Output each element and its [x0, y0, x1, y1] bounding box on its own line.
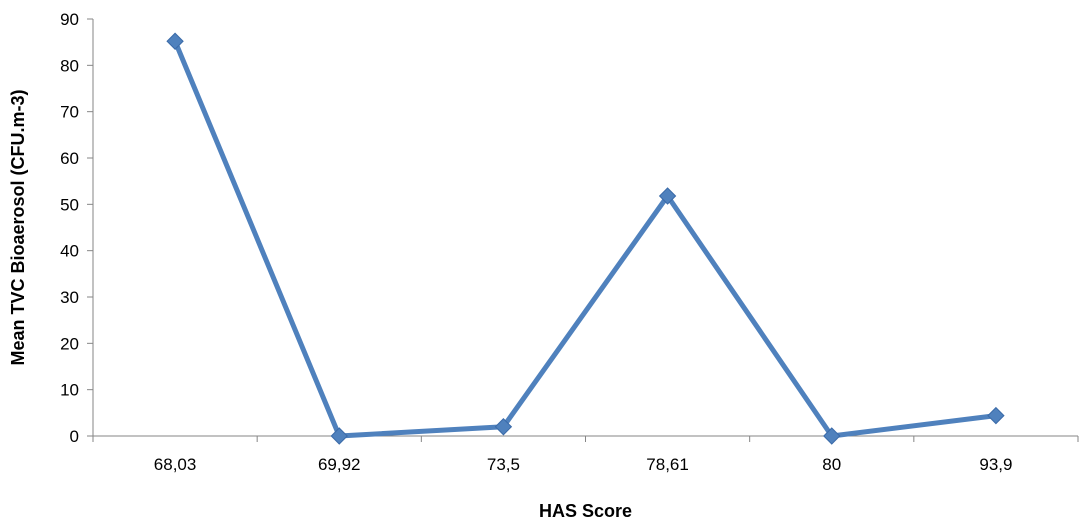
y-tick-label: 0: [70, 427, 79, 446]
y-tick-label: 70: [60, 103, 79, 122]
y-tick-label: 10: [60, 381, 79, 400]
x-axis-ticks: 68,03 69,92 73,5 78,61 80 93,9: [92, 436, 1079, 474]
y-tick-label: 60: [60, 149, 79, 168]
y-tick-label: 90: [60, 10, 79, 29]
y-axis-title: Mean TVC Bioaerosol (CFU.m-3): [8, 89, 28, 365]
x-axis-title: HAS Score: [539, 501, 632, 521]
x-tick-label: 78,61: [646, 455, 689, 474]
data-point-marker: [166, 32, 184, 50]
data-point-marker: [658, 187, 677, 205]
series-line: [172, 40, 997, 439]
series-layer: [166, 32, 1005, 445]
data-point-marker: [823, 427, 841, 445]
y-tick-label: 20: [60, 334, 79, 353]
data-point-marker: [494, 418, 513, 436]
x-tick-label: 68,03: [154, 455, 197, 474]
x-tick-label: 93,9: [979, 455, 1012, 474]
y-tick-label: 50: [60, 195, 79, 214]
y-tick-label: 40: [60, 242, 79, 261]
x-tick-label: 80: [822, 455, 841, 474]
x-tick-label: 69,92: [318, 455, 361, 474]
y-axis-ticks: 0 10 20 30 40 50 60 70 80 90: [60, 10, 93, 446]
y-tick-label: 80: [60, 56, 79, 75]
data-point-marker: [987, 406, 1005, 425]
y-tick-label: 30: [60, 288, 79, 307]
x-tick-label: 73,5: [487, 455, 520, 474]
data-point-marker: [330, 427, 348, 445]
